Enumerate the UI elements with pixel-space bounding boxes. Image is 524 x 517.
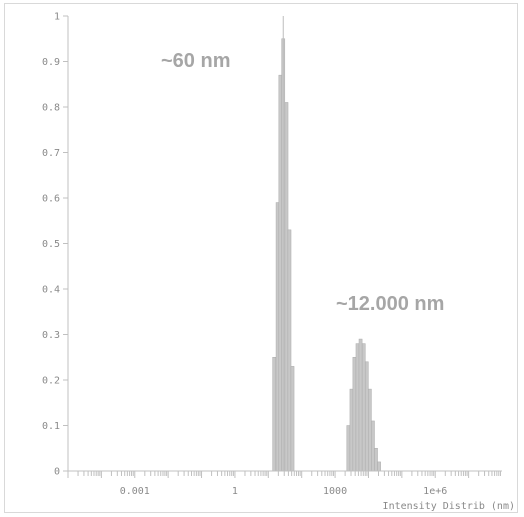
x-axis-title: Intensity Distrib (nm) [383, 501, 515, 512]
bar-8 [349, 388, 354, 472]
y-tick-label-3: 0.3 [42, 330, 60, 341]
y-tick-label-2: 0.2 [42, 376, 60, 387]
y-tick-label-5: 0.5 [42, 239, 60, 250]
bar-10 [355, 343, 360, 472]
x-tick-label-3: 1e+6 [423, 486, 447, 497]
annotation-peak-2: ~12.000 nm [336, 293, 444, 315]
y-tick-label-4: 0.4 [42, 285, 60, 296]
bar-0 [272, 357, 277, 472]
y-tick-label-0: 0 [54, 467, 60, 478]
bar-14 [368, 388, 372, 472]
bar-7 [346, 425, 351, 472]
y-tick-label-6: 0.6 [42, 194, 60, 205]
x-tick-label-0: 0.001 [120, 486, 150, 497]
y-tick-label-9: 0.9 [42, 57, 60, 68]
bar-12 [361, 343, 366, 472]
bars-layer [272, 38, 381, 472]
y-ticks-layer: 0 0.1 0.2 0.3 0.4 0.5 0.6 0.7 0.8 0.9 1 [42, 12, 68, 478]
bar-9 [352, 357, 357, 472]
x-ticks-layer: 0.001 1 1000 1e+6 [67, 471, 501, 497]
bar-6 [290, 366, 295, 472]
x-tick-label-2: 1000 [323, 486, 347, 497]
chart-frame: 0 0.1 0.2 0.3 0.4 0.5 0.6 0.7 0.8 0.9 1 0.001 1 1000… [4, 3, 518, 513]
x-tick-label-1: 1 [232, 486, 238, 497]
bar-16 [374, 448, 378, 472]
y-tick-label-1: 0.1 [42, 421, 60, 432]
y-tick-label-10: 1 [54, 12, 60, 23]
bar-11 [358, 338, 363, 472]
annotation-peak-1: ~60 nm [161, 50, 230, 72]
bar-13 [364, 361, 369, 472]
intensity-distribution-chart: 0 0.1 0.2 0.3 0.4 0.5 0.6 0.7 0.8 0.9 1 0.001 1 1000… [42, 12, 515, 513]
bar-4 [284, 102, 289, 472]
y-tick-label-8: 0.8 [42, 103, 60, 114]
bar-17 [377, 461, 381, 472]
bar-5 [287, 229, 292, 472]
y-tick-label-7: 0.7 [42, 148, 60, 159]
bar-15 [371, 420, 375, 472]
